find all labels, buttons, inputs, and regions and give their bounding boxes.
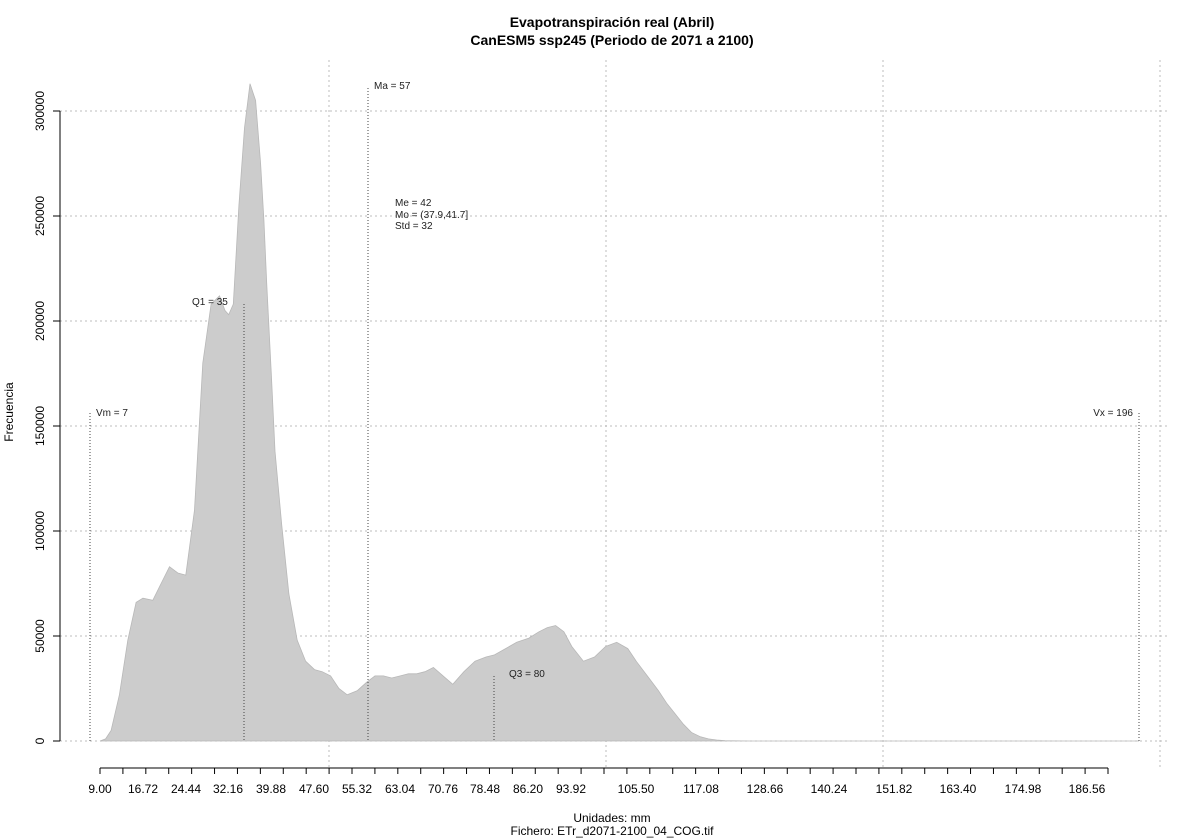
chart-title: Evapotranspiración real (Abril) <box>510 14 715 30</box>
x-tick-label-12: 105.50 <box>618 782 655 796</box>
density-area-layer <box>99 83 1139 742</box>
x-tick-label-7: 63.04 <box>385 782 415 796</box>
marker-label-1: Q1 = 35 <box>192 297 228 308</box>
marker-label-3: Q3 = 80 <box>509 669 545 680</box>
marker-label-0: Vm = 7 <box>96 408 128 419</box>
x-axis-label: Unidades: mm <box>573 811 650 825</box>
x-tick-label-13: 117.08 <box>683 782 719 796</box>
stat-median: Me = 42 <box>395 198 432 209</box>
y-tick-label-5: 250000 <box>33 196 47 236</box>
density-area <box>99 83 1139 742</box>
x-tick-label-2: 24.44 <box>171 782 201 796</box>
x-tick-label-8: 70.76 <box>428 782 458 796</box>
file-caption: Fichero: ETr_d2071-2100_04_COG.tif <box>511 824 715 838</box>
marker-label-4: Vx = 196 <box>1093 408 1133 419</box>
stat-std: Std = 32 <box>395 221 433 232</box>
y-tick-label-0: 0 <box>33 737 47 744</box>
y-axis-label: Frecuencia <box>2 382 16 442</box>
stat-mode: Mo = (37.9,41.7] <box>395 210 468 221</box>
y-tick-label-6: 300000 <box>33 91 47 131</box>
x-tick-label-9: 78.48 <box>470 782 500 796</box>
x-tick-label-3: 32.16 <box>213 782 243 796</box>
vertical-markers-layer: Vm = 7 Q1 = 35 Ma = 57 Q3 = 80 Vx = 196 <box>89 81 1140 741</box>
y-tick-label-2: 100000 <box>33 511 47 551</box>
x-tick-label-5: 47.60 <box>299 782 329 796</box>
x-tick-label-4: 39.88 <box>256 782 286 796</box>
x-tick-label-11: 93.92 <box>556 782 586 796</box>
x-tick-label-14: 128.66 <box>747 782 784 796</box>
chart-subtitle: CanESM5 ssp245 (Periodo de 2071 a 2100) <box>470 32 753 48</box>
y-tick-label-1: 50000 <box>33 619 47 653</box>
x-tick-label-1: 16.72 <box>128 782 158 796</box>
axes-layer: 0 50000 100000 150000 200000 250000 300000 9.00… <box>33 91 1109 796</box>
x-tick-label-16: 151.82 <box>876 782 913 796</box>
x-tick-label-17: 163.40 <box>940 782 977 796</box>
x-tick-label-18: 174.98 <box>1005 782 1042 796</box>
x-tick-label-15: 140.24 <box>811 782 848 796</box>
x-tick-label-6: 55.32 <box>342 782 372 796</box>
x-tick-label-10: 86.20 <box>513 782 543 796</box>
x-tick-label-19: 186.56 <box>1069 782 1106 796</box>
y-tick-label-3: 150000 <box>33 406 47 446</box>
y-tick-label-4: 200000 <box>33 301 47 341</box>
x-tick-label-0: 9.00 <box>88 782 112 796</box>
marker-label-2: Ma = 57 <box>374 81 411 92</box>
